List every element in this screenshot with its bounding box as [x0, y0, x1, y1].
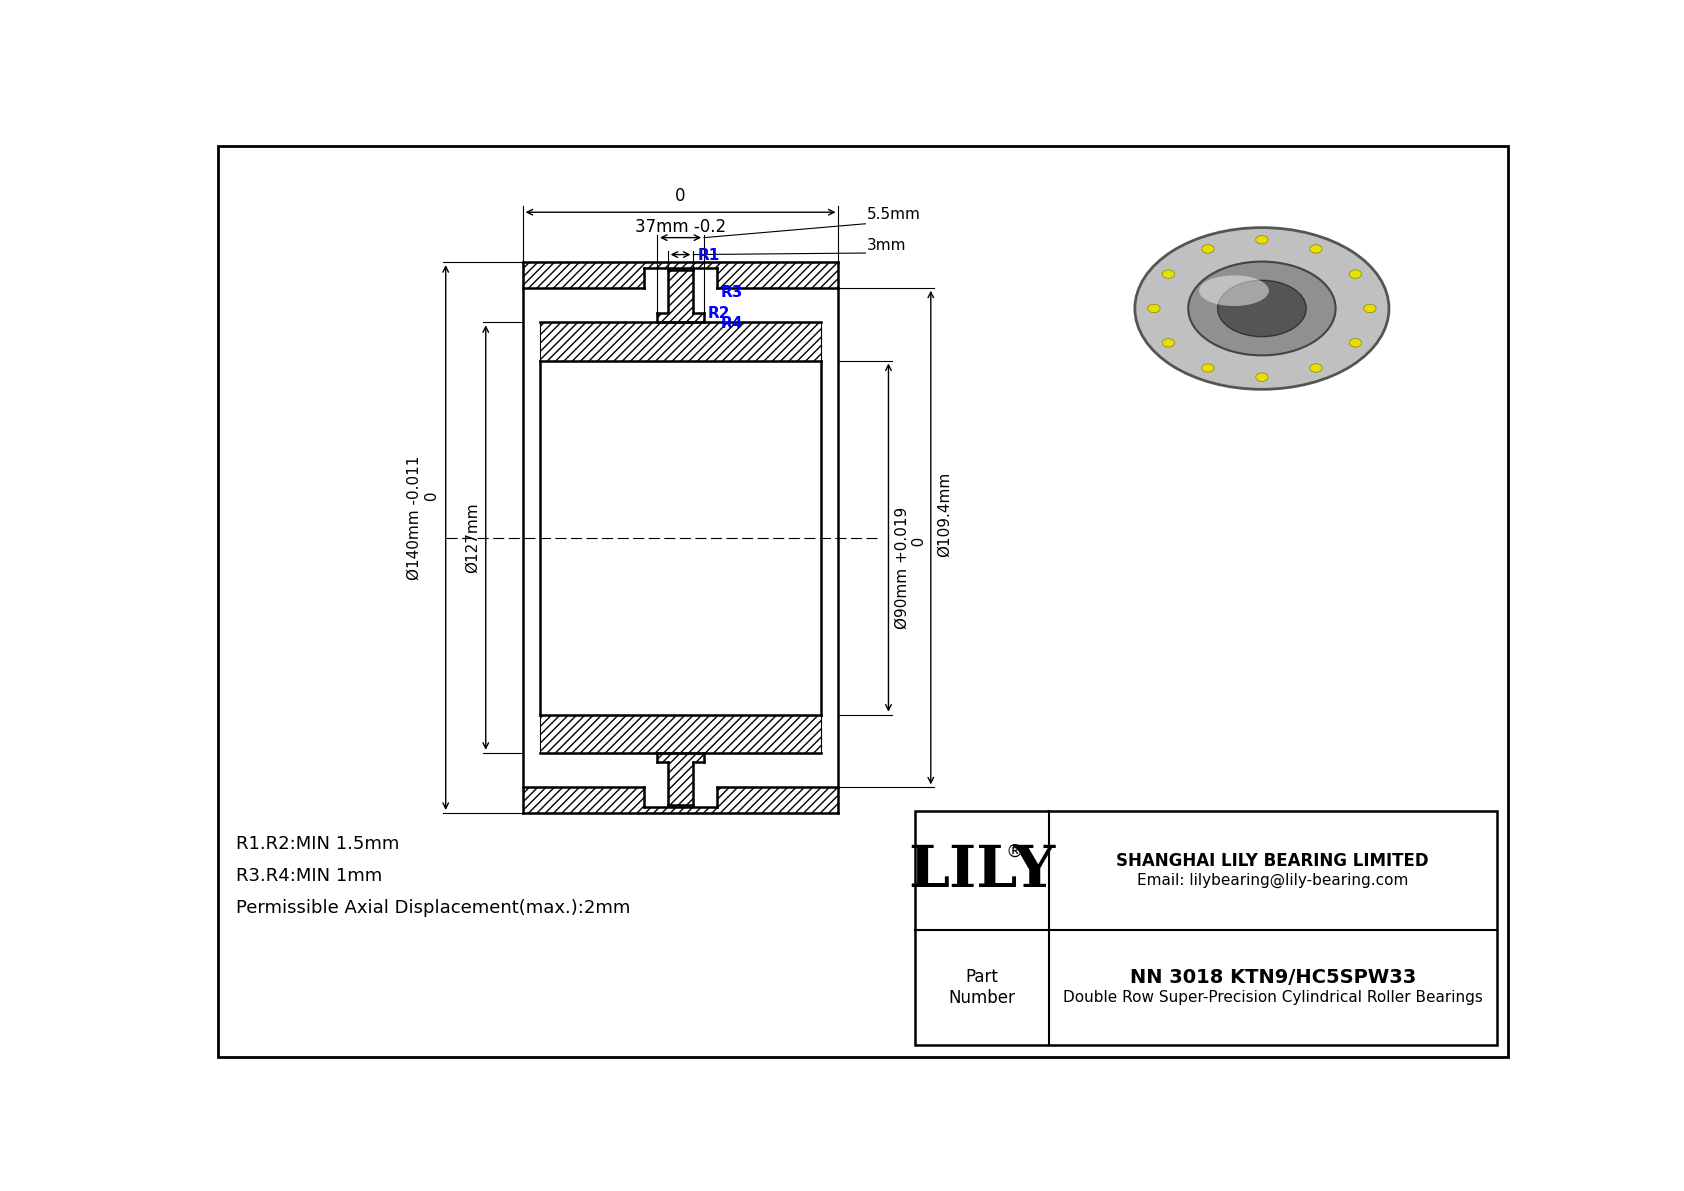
Bar [916, 811, 1497, 1046]
Ellipse shape [1148, 304, 1160, 313]
Text: NN 3018 KTN9/HC5SPW33: NN 3018 KTN9/HC5SPW33 [1130, 968, 1416, 987]
Ellipse shape [1199, 275, 1270, 306]
Ellipse shape [1162, 270, 1174, 279]
Polygon shape [541, 715, 822, 753]
Ellipse shape [1202, 363, 1214, 373]
Polygon shape [522, 262, 839, 288]
Text: R2: R2 [707, 306, 731, 320]
Text: Double Row Super-Precision Cylindrical Roller Bearings: Double Row Super-Precision Cylindrical R… [1063, 990, 1482, 1005]
Ellipse shape [1349, 338, 1362, 347]
Text: 3mm: 3mm [867, 238, 906, 252]
Ellipse shape [1135, 227, 1389, 389]
Text: Ø140mm -0.011
         0: Ø140mm -0.011 0 [408, 456, 440, 580]
Text: Part
Number: Part Number [948, 968, 1015, 1008]
Ellipse shape [1202, 244, 1214, 254]
Text: Ø109.4mm: Ø109.4mm [936, 472, 951, 557]
Ellipse shape [1162, 338, 1174, 347]
Ellipse shape [1349, 270, 1362, 279]
Text: R3.R4:MIN 1mm: R3.R4:MIN 1mm [236, 867, 382, 885]
Text: Email: lilybearing@lily-bearing.com: Email: lilybearing@lily-bearing.com [1137, 873, 1408, 888]
Ellipse shape [1256, 236, 1268, 244]
Text: 0: 0 [675, 187, 685, 205]
Text: R3: R3 [721, 285, 743, 300]
Ellipse shape [1364, 304, 1376, 313]
Polygon shape [541, 323, 822, 361]
Text: Permissible Axial Displacement(max.):2mm: Permissible Axial Displacement(max.):2mm [236, 899, 630, 917]
Text: ®: ® [1005, 843, 1024, 861]
Text: R1: R1 [697, 248, 719, 263]
Ellipse shape [1310, 244, 1322, 254]
Text: 5.5mm: 5.5mm [867, 207, 921, 223]
Ellipse shape [1256, 373, 1268, 381]
Text: Ø127mm: Ø127mm [465, 503, 480, 573]
Text: Ø90mm +0.019
           0: Ø90mm +0.019 0 [894, 507, 926, 630]
Text: R4: R4 [721, 316, 743, 331]
Ellipse shape [1189, 262, 1335, 355]
Text: LILY: LILY [908, 842, 1056, 898]
Text: R1.R2:MIN 1.5mm: R1.R2:MIN 1.5mm [236, 835, 399, 853]
Polygon shape [522, 787, 839, 812]
Ellipse shape [1218, 280, 1307, 337]
Polygon shape [657, 753, 704, 805]
Text: 37mm -0.2: 37mm -0.2 [635, 218, 726, 236]
Text: SHANGHAI LILY BEARING LIMITED: SHANGHAI LILY BEARING LIMITED [1116, 852, 1430, 869]
Polygon shape [657, 270, 704, 323]
Ellipse shape [1310, 363, 1322, 373]
